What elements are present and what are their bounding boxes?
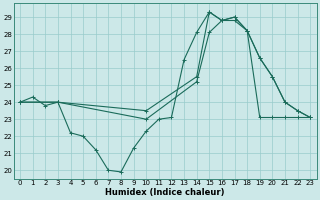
X-axis label: Humidex (Indice chaleur): Humidex (Indice chaleur) bbox=[105, 188, 225, 197]
